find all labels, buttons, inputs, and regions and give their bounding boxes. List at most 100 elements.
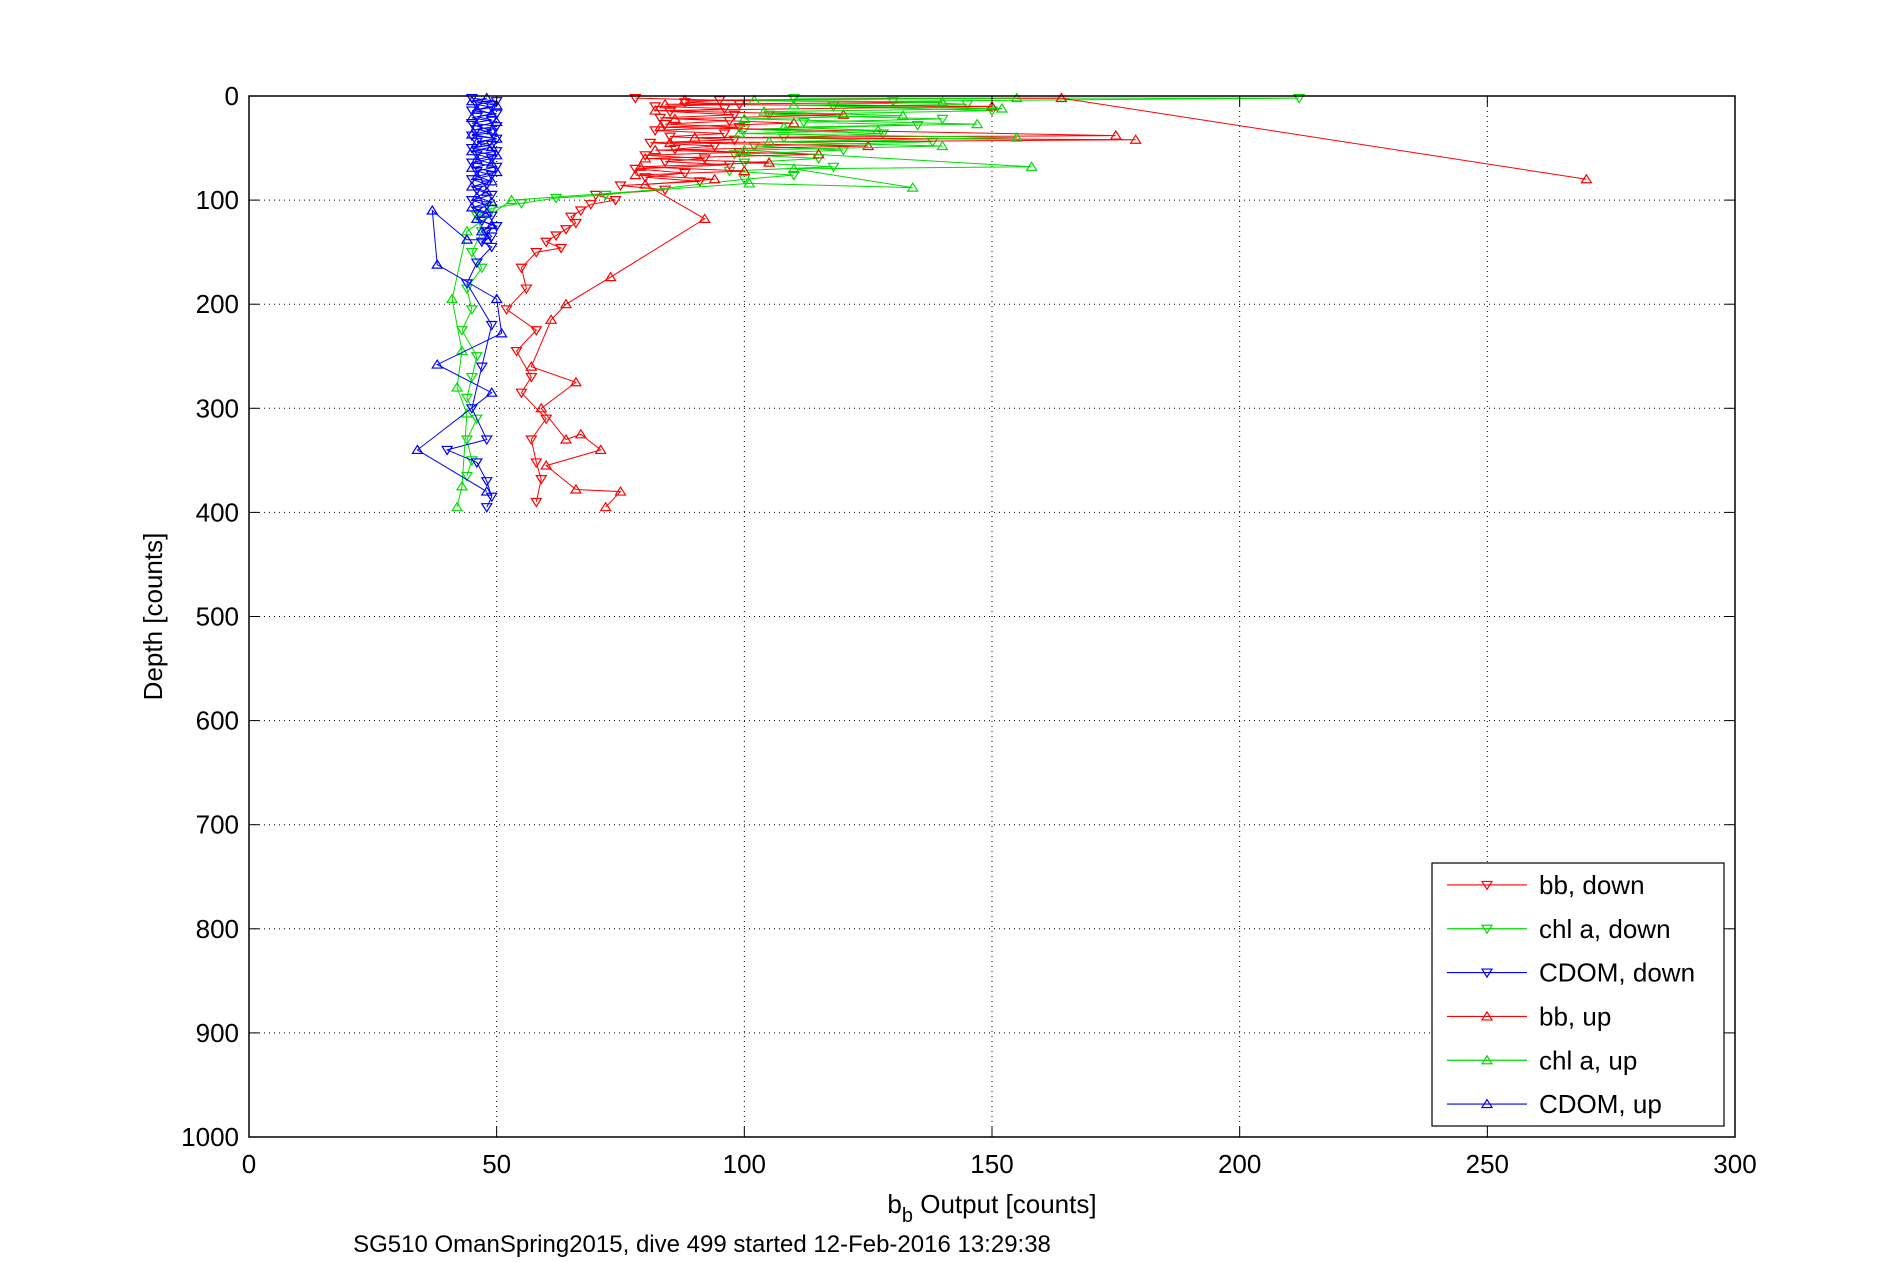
data-point (540, 459, 553, 470)
data-point (985, 106, 999, 117)
data-point (485, 108, 498, 118)
data-point (485, 232, 498, 243)
data-point (649, 102, 662, 113)
legend-marker (1480, 1098, 1494, 1109)
x-tick-label: 150 (970, 1149, 1013, 1179)
y-tick-label: 100 (196, 185, 239, 215)
data-point (480, 92, 493, 103)
data-point (738, 144, 751, 155)
data-point (465, 112, 478, 122)
data-point (465, 95, 478, 106)
data-point (426, 204, 439, 215)
data-point (574, 206, 587, 217)
y-tick-label: 400 (196, 497, 239, 527)
data-point (490, 166, 503, 177)
data-point (460, 393, 474, 404)
data-point (599, 190, 612, 201)
y-tick-label: 700 (196, 810, 239, 840)
data-point (485, 320, 498, 331)
data-point (559, 433, 573, 444)
data-point (738, 113, 751, 124)
data-point (688, 132, 701, 142)
data-point (564, 212, 578, 223)
data-point (465, 180, 478, 191)
data-point (599, 501, 612, 512)
data-point (629, 164, 642, 175)
data-point (738, 165, 751, 176)
data-point (787, 99, 800, 110)
legend-marker (1480, 968, 1494, 979)
data-point (470, 120, 483, 131)
data-point (470, 258, 483, 269)
data-point (569, 483, 583, 494)
data-point (1293, 93, 1306, 104)
data-point (500, 305, 513, 316)
data-point (763, 156, 776, 167)
legend-entry: chl a, down (1447, 914, 1671, 944)
data-point (490, 149, 503, 160)
data-point (693, 177, 706, 187)
data-point (525, 435, 538, 446)
data-point (450, 501, 464, 512)
data-point (535, 402, 548, 413)
data-point (485, 196, 498, 207)
series-line (451, 97, 1032, 508)
data-point (485, 175, 498, 186)
data-point (787, 163, 800, 173)
data-point (465, 372, 478, 383)
legend-label: bb, down (1539, 870, 1645, 900)
legend-entry: bb, up (1447, 1001, 1611, 1031)
data-point (460, 234, 474, 244)
data-point (470, 191, 483, 202)
data-point (594, 444, 607, 455)
grid (249, 96, 1735, 1137)
data-point (490, 99, 503, 110)
series-line (416, 97, 503, 493)
x-axis-label-main: b (887, 1189, 901, 1219)
series-1 (455, 93, 1306, 482)
data-point (465, 118, 478, 129)
data-point (738, 125, 751, 135)
data-point (787, 93, 800, 104)
data-point (475, 225, 488, 236)
legend-label: bb, up (1539, 1001, 1611, 1031)
data-point (525, 361, 538, 371)
data-point (1010, 132, 1023, 142)
legend-marker (1480, 880, 1494, 891)
data-point (678, 98, 691, 108)
data-point (639, 178, 652, 189)
data-point (480, 186, 493, 196)
data-point (525, 372, 538, 383)
data-point (787, 171, 800, 181)
data-point (510, 346, 523, 357)
data-point (465, 93, 478, 104)
data-point (485, 219, 498, 230)
y-tick-label: 600 (196, 706, 239, 736)
series-line (461, 97, 1300, 477)
legend-entry: CDOM, up (1447, 1089, 1662, 1119)
data-point (515, 388, 528, 399)
data-point (733, 127, 746, 138)
data-point (460, 284, 474, 295)
data-point (480, 234, 493, 244)
data-point (475, 263, 488, 274)
data-point (554, 243, 568, 254)
data-point (678, 94, 691, 105)
data-point (658, 185, 672, 196)
data-point (1025, 161, 1038, 171)
legend-entry: chl a, up (1447, 1045, 1637, 1075)
data-point (728, 150, 741, 160)
y-axis-label: Depth [counts] (138, 533, 168, 701)
data-point (485, 141, 498, 152)
data-point (639, 173, 652, 183)
legend-box (1431, 862, 1725, 1127)
data-point (490, 133, 503, 143)
data-point (535, 474, 548, 485)
data-point (559, 298, 573, 309)
data-point (485, 204, 498, 215)
legend-entry: CDOM, down (1447, 958, 1695, 988)
y-tick-label: 300 (196, 393, 239, 423)
data-point (763, 136, 776, 146)
data-point (906, 181, 919, 192)
data-point (411, 444, 424, 455)
